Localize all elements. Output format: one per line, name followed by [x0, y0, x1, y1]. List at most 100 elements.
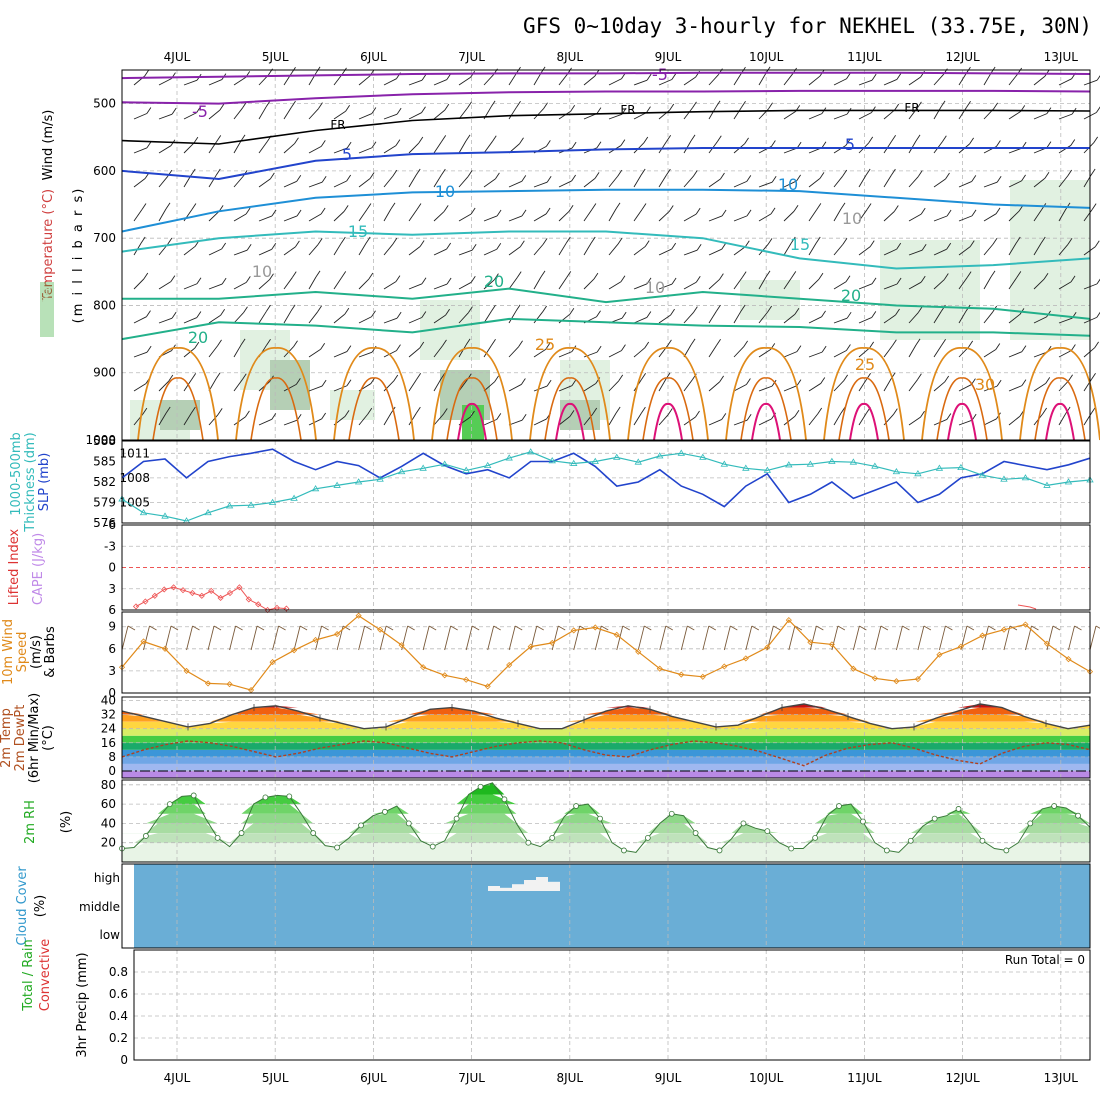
wind-barb [683, 213, 697, 222]
y-label-cloud-unit: (%) [33, 895, 48, 918]
wind-barb-flag [216, 135, 222, 142]
wind-barb-flag [1021, 174, 1026, 182]
contour-label: -5 [652, 65, 668, 84]
wind-barb [533, 213, 547, 222]
wind-speed-marker [979, 632, 986, 639]
wind-barb-flag [744, 240, 750, 247]
wind-barb [758, 385, 773, 392]
wind-barb [788, 625, 796, 651]
wind-barb-flag [315, 270, 321, 278]
wind-speed-marker [226, 681, 233, 688]
wind-barb [533, 385, 548, 392]
wind-speed-marker [312, 636, 319, 644]
contour-35 [653, 402, 683, 441]
wind-barb [133, 316, 147, 324]
temperature-contour [121, 230, 1091, 270]
wind-barb [708, 344, 717, 358]
wind-barb [858, 174, 867, 188]
wind-barb-flag [245, 276, 251, 283]
wind-barb [533, 108, 544, 120]
contour-label: 25 [535, 335, 555, 354]
rh-marker [262, 794, 269, 801]
wind-barb [958, 215, 973, 222]
wind-barb-flag [215, 168, 221, 176]
wind-barb-flag [444, 103, 450, 111]
thickness-marker [290, 494, 298, 501]
wind-barb [883, 248, 897, 256]
wind-barb-flag [1044, 172, 1050, 179]
wind-barb-flag [494, 375, 499, 383]
run-total-label: Run Total = 0 [1005, 953, 1085, 967]
wind-barb-flag [819, 172, 825, 179]
wind-barb-flag [346, 379, 352, 386]
thickness-marker [742, 464, 750, 471]
wind-barb [933, 106, 942, 120]
wind-barb-flag [491, 135, 497, 142]
wind-barb [483, 178, 496, 188]
wind-speed-marker [1065, 656, 1072, 663]
wind-barb-flag [770, 207, 776, 215]
contour-25 [725, 347, 807, 441]
wind-barb [883, 283, 898, 290]
wind-barb [958, 310, 967, 324]
wind-barb [633, 246, 646, 256]
wind-barb-flag [416, 203, 422, 210]
contour-30 [348, 377, 400, 441]
wind-barb [1008, 385, 1023, 392]
contour-label: 10 [842, 209, 862, 228]
wind-barb [508, 246, 521, 256]
wind-barb-flag [140, 236, 146, 244]
wind-barb [833, 243, 844, 256]
wind-barb [608, 208, 617, 222]
rh-marker [668, 810, 675, 817]
date-tick-bottom: 7JUL [458, 1071, 485, 1085]
contour-label: 20 [188, 328, 208, 347]
wind-barb [608, 281, 622, 290]
wind-barb-flag [340, 236, 346, 244]
thickness-marker [311, 485, 320, 492]
wind-barb-flag [545, 207, 551, 215]
wind-barb-flag [496, 413, 502, 420]
thickness-marker [763, 466, 772, 473]
wind-barb-flag [716, 135, 722, 142]
y-tick: 700 [93, 231, 116, 245]
y-tick: 32 [101, 708, 116, 722]
wind-barb-flag [671, 277, 677, 285]
wind-barb [680, 625, 688, 651]
wind-barb-flag [992, 238, 998, 245]
thickness-marker [268, 498, 277, 505]
wind-barb [233, 416, 246, 426]
wind-barb [983, 311, 994, 324]
wind-barb [1008, 277, 1018, 290]
wind-barb [208, 283, 223, 290]
wind-barb-flag [773, 625, 781, 631]
wind-barb [1008, 351, 1023, 358]
wind-barb [183, 79, 198, 86]
y-label-mb: (m i l l i b a r s) [71, 187, 86, 324]
wind-barb [683, 107, 693, 120]
thickness-marker [1043, 481, 1051, 488]
wind-barb-flag [859, 625, 867, 631]
wind-barb [333, 147, 348, 154]
wind-barb [594, 625, 602, 651]
rh-marker [573, 803, 580, 809]
wind-barb [483, 344, 492, 358]
wind-barb [229, 625, 236, 651]
wind-barb [308, 276, 317, 290]
wind-barb [783, 242, 792, 256]
rh-marker [836, 803, 842, 809]
y-label-wind-1: Speed [15, 632, 30, 673]
wind-barb-flag [146, 141, 152, 149]
wind-barb [658, 414, 669, 426]
wind-barb [858, 412, 867, 426]
contour-30 [642, 377, 694, 441]
y-tick: 24 [101, 722, 116, 736]
wind-barb-flag [969, 137, 974, 145]
wind-speed-marker [334, 631, 341, 638]
rh-marker [310, 830, 317, 836]
wind-barb [258, 279, 270, 290]
wind-barb [272, 625, 280, 651]
wind-speed-marker [420, 664, 427, 671]
contour-25 [235, 347, 317, 441]
contour-35 [751, 402, 781, 441]
